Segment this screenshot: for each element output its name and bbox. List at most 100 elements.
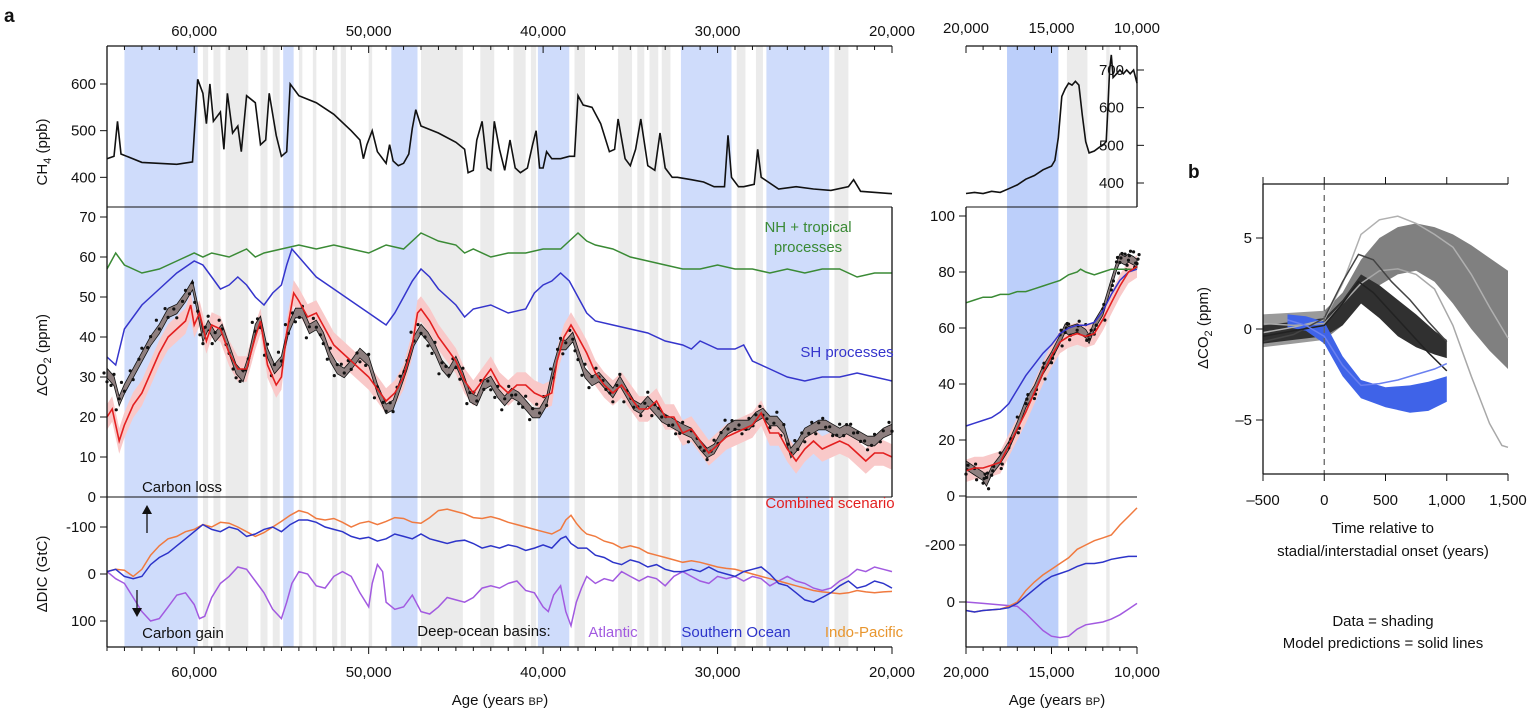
xlabel-left: Age (years BP) — [452, 692, 548, 709]
co2-data-point — [558, 336, 563, 340]
co2-data-point — [814, 432, 818, 436]
co2-data-point — [990, 473, 994, 477]
co2-data-point — [398, 374, 402, 378]
co2-data-point — [1111, 279, 1116, 283]
b-x-tick-label: 0 — [1320, 492, 1328, 509]
b-y-tick-label: –5 — [1235, 412, 1252, 429]
dic-y-tick-label: 100 — [71, 613, 96, 630]
co2-data-point — [817, 421, 821, 425]
co2-data-point — [528, 418, 532, 422]
co2-data-point — [102, 371, 106, 375]
co2-data-point — [775, 410, 779, 414]
co2-data-point — [872, 432, 877, 436]
co2-data-point — [821, 416, 825, 420]
co2-data-point — [765, 417, 769, 421]
co2-data-point — [183, 288, 188, 292]
b-x-tick-label: 1,500 — [1489, 492, 1527, 509]
co2-data-point — [217, 318, 221, 322]
co2-data-point — [1060, 344, 1064, 348]
co2-data-point — [1114, 260, 1119, 264]
co2-data-point — [166, 315, 170, 319]
co2-data-point — [293, 320, 297, 324]
co2-y-tick-label-right: 60 — [938, 320, 955, 337]
co2-data-point — [604, 387, 608, 391]
x-tick-label-top: 50,000 — [346, 23, 392, 40]
co2-data-point — [500, 408, 504, 412]
co2-data-point — [381, 400, 385, 404]
co2-data-point — [576, 358, 580, 362]
co2-data-point — [999, 466, 1003, 471]
co2-data-point — [702, 449, 706, 453]
co2-data-point — [561, 352, 565, 356]
stadial-band — [480, 46, 495, 647]
co2-data-point — [279, 359, 284, 363]
b-y-tick-label: 0 — [1244, 321, 1252, 338]
co2-data-point — [545, 403, 549, 407]
co2-data-point — [416, 323, 420, 327]
x-tick-label-top: 20,000 — [943, 20, 989, 37]
stadial-band — [513, 46, 526, 647]
ch4-y-tick-label: 400 — [71, 169, 96, 186]
co2-data-point — [754, 413, 758, 417]
co2-data-point — [137, 357, 141, 361]
xlabel-right: Age (years BP) — [1009, 692, 1105, 709]
co2-data-point — [986, 487, 991, 491]
nh-tropical-label-1: NH + tropical — [764, 219, 851, 236]
co2-data-point — [726, 427, 730, 431]
co2-data-point — [321, 342, 325, 346]
co2-data-point — [564, 341, 568, 345]
co2-data-point — [982, 477, 986, 481]
stadial-band — [213, 46, 221, 647]
co2-y-tick-label: 50 — [79, 289, 96, 306]
ch4-y-tick-label-right: 500 — [1099, 137, 1124, 154]
ch4-ylabel: CH4 (ppb) — [34, 119, 54, 186]
co2-data-point — [1125, 263, 1129, 267]
co2-data-point — [590, 375, 594, 379]
co2-data-point — [314, 325, 318, 329]
co2-data-point — [831, 434, 835, 438]
combined-uncertainty-band-right — [966, 255, 1137, 482]
co2-data-point — [503, 397, 507, 401]
ch4-y-tick-label-right: 600 — [1099, 100, 1124, 117]
ch4-y-tick-label-right: 700 — [1099, 62, 1124, 79]
co2-data-point — [681, 420, 685, 424]
co2-data-point — [646, 390, 650, 394]
up-arrow-icon — [142, 505, 152, 533]
x-tick-label-top: 10,000 — [1114, 20, 1160, 37]
co2-data-point — [667, 423, 671, 427]
x-tick-label-top: 15,000 — [1029, 20, 1075, 37]
co2-data-point — [114, 408, 118, 412]
co2-data-point — [213, 331, 217, 335]
co2-data-point — [496, 384, 500, 388]
co2-data-point — [364, 363, 368, 367]
co2-data-point — [196, 309, 200, 313]
co2-data-point — [304, 336, 308, 340]
co2-data-point — [782, 423, 786, 427]
co2-y-tick-label-right: 0 — [947, 488, 955, 505]
sh-line-right — [965, 268, 1138, 427]
co2-data-point — [835, 433, 839, 437]
co2-data-point — [447, 373, 451, 377]
co2-data-point — [190, 281, 195, 285]
southern-line-right — [965, 555, 1137, 613]
co2-data-point — [998, 451, 1002, 455]
co2-data-point — [524, 394, 528, 398]
southern-ocean-label: Southern Ocean — [681, 624, 790, 641]
co2-data-point — [180, 299, 185, 303]
deep-ocean-basins-label: Deep-ocean basins: — [417, 623, 550, 640]
b-note-model: Model predictions = solid lines — [1283, 635, 1484, 652]
co2-data-point — [698, 445, 702, 449]
indo-pacific-line-left — [106, 508, 893, 595]
co2-data-point — [119, 380, 124, 384]
co2-data-point — [355, 351, 359, 355]
co2-data-point — [297, 315, 302, 319]
co2-data-point — [803, 440, 807, 444]
co2-data-point — [1115, 255, 1120, 260]
x-tick-label-top: 40,000 — [520, 23, 566, 40]
co2-data-point — [824, 425, 828, 429]
co2-data-point — [206, 314, 210, 318]
co2-data-point — [157, 327, 161, 331]
panel-label-b: b — [1188, 162, 1200, 183]
b-x-tick-label: 500 — [1373, 492, 1398, 509]
co2-data-point — [1032, 396, 1036, 401]
